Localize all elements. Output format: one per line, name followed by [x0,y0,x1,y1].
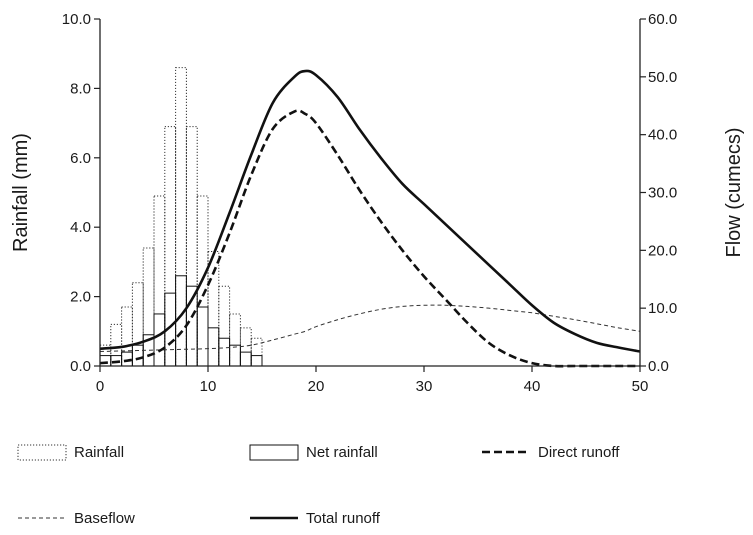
right-y-tick-label: 40.0 [648,127,677,144]
x-tick-label: 20 [308,378,325,395]
left-y-tick-label: 8.0 [70,80,91,97]
x-tick-label: 0 [96,378,104,395]
net-rainfall-bar [153,313,166,367]
rainfall-bar [185,126,198,367]
legend-item-direct-runoff: Direct runoff [482,444,620,461]
right-y-tick-label: 10.0 [648,300,677,317]
right-y-tick-label: 50.0 [648,69,677,86]
lines-layer [99,69,641,368]
rainfall-bar [175,67,187,367]
net-rainfall-bar [239,351,252,367]
x-tick-label: 50 [632,378,649,395]
legend-item-net-rainfall: Net rainfall [249,444,378,461]
net-rainfall-bar [196,306,209,367]
direct-runoff-line [99,109,640,368]
bars-layer [99,67,263,367]
baseflow-line [99,304,641,353]
legend-item-baseflow: Baseflow [18,510,135,527]
legend-label: Total runoff [306,510,381,527]
net-rainfall-bar [250,355,263,367]
left-y-tick-label: 2.0 [70,289,91,306]
legend-label: Net rainfall [306,444,378,461]
right-y-tick-label: 0.0 [648,358,669,375]
legend-item-rainfall: Rainfall [17,444,124,461]
left-y-tick-label: 6.0 [70,150,91,167]
left-axis-title: Rainfall (mm) [10,133,32,252]
total-runoff-line [99,69,641,353]
left-y-tick-label: 0.0 [70,358,91,375]
net-rainfall-bar [229,344,241,367]
legend-label: Direct runoff [538,444,620,461]
x-tick-label: 40 [524,378,541,395]
net-rainfall-bar [131,344,144,367]
rainfall-bar [142,247,155,367]
left-y-tick-label: 10.0 [62,11,91,28]
net-rainfall-bar [99,355,112,367]
legend-item-total-runoff: Total runoff [250,510,381,527]
rainfall-bar [250,337,263,367]
net-rainfall-bar [218,337,231,367]
legend-label: Baseflow [74,510,135,527]
x-tick-label: 30 [416,378,433,395]
net-rainfall-bar [207,327,220,367]
legend: Rainfall Net rainfall Direct runoff Baseflo… [17,444,620,527]
rainfall-bar [153,195,166,367]
legend-swatch [17,444,67,461]
rainfall-bar [121,306,133,367]
right-axis-title: Flow (cumecs) [723,127,745,257]
left-y-tick-label: 4.0 [70,219,91,236]
right-y-tick-label: 30.0 [648,185,677,202]
right-y-tick-label: 60.0 [648,11,677,28]
rainfall-bar [131,282,144,367]
rainfall-bar [110,323,123,367]
x-tick-label: 10 [200,378,217,395]
right-y-tick-label: 20.0 [648,242,677,259]
ticks-layer: 0 10 20 30 40 50 0.0 2.0 4.0 6.0 8.0 10.0 0.0 10.0 20.… [62,11,677,395]
rainfall-bar [229,313,241,367]
rainfall-bar [218,285,231,367]
legend-swatch [249,444,299,461]
legend-label: Rainfall [74,444,124,461]
